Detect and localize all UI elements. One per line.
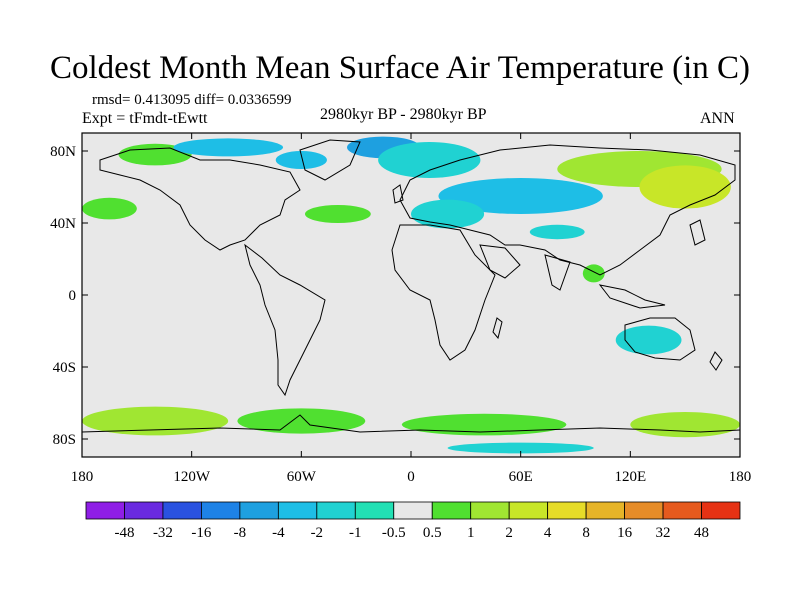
colorbar-swatch [662,501,702,520]
map-background [82,133,740,457]
coastline-antarctica [82,414,740,433]
axis-ticks [81,133,741,457]
plot-title: Coldest Month Mean Surface Air Temperatu… [50,50,750,86]
colorbar-label: -8 [234,525,247,541]
colorbar-label: 48 [694,525,709,541]
season-text: ANN [700,110,735,127]
period-text: 2980kyr BP - 2980kyr BP [320,106,487,123]
colorbar-swatch [201,501,241,520]
colorbar [85,501,741,520]
colorbar-label: -1 [349,525,362,541]
anomaly-patch [615,325,682,355]
coastlines [82,139,740,433]
colorbar-label: -16 [191,525,211,541]
coastline-india [544,254,571,291]
colorbar-swatch [277,501,318,520]
coastline-north-america [99,147,301,251]
coastline-arabia [479,244,521,279]
lon-label: 120E [614,469,646,485]
anomaly-patch [304,205,371,223]
anomaly-patch [173,138,284,157]
coastline-new-zealand [709,351,723,371]
anomaly-patch [639,165,731,209]
anomaly-patch [237,408,366,434]
lat-label: 80S [53,432,76,448]
colorbar-swatch [470,501,510,520]
colorbar-label: -2 [311,525,324,541]
colorbar-label: -0.5 [382,525,406,541]
lon-label: 60W [287,469,317,485]
experiment-text: Expt = tFmdt-tEwtt [82,110,208,127]
longitude-labels: 180 120W 60W 0 60E 120E 180 [71,469,752,485]
coastline-south-america [244,243,326,397]
colorbar-swatch [162,501,202,520]
colorbar-label: 32 [656,525,671,541]
lon-label: 60E [509,469,533,485]
colorbar-label: 8 [582,525,590,541]
lat-label: 0 [69,288,77,304]
stats-text: rmsd= 0.413095 diff= 0.0336599 [92,92,292,108]
anomaly-patch [82,406,229,436]
colorbar-labels: -48 -32 -16 -8 -4 -2 -1 -0.5 0.5 1 2 4 8 16 32 48 [114,525,709,541]
colorbar-label: 2 [505,525,513,541]
anomaly-patch [447,442,594,454]
lat-label: 40S [53,360,76,376]
colorbar-swatch [431,501,472,520]
lon-label: 180 [729,469,752,485]
colorbar-swatch [508,501,549,520]
latitude-labels: 80N 40N 0 40S 80S [50,144,76,448]
lon-label: 120W [173,469,211,485]
anomaly-patch [378,142,481,178]
colorbar-swatch [585,501,625,520]
coastline-indonesia [598,284,666,309]
coastline-australia [624,317,696,361]
colorbar-swatch [701,501,741,520]
lat-label: 40N [50,216,76,232]
anomaly-patch [630,412,740,438]
anomaly-patch [582,264,605,283]
coastline-japan [689,219,706,246]
colorbar-label: 4 [544,525,552,541]
colorbar-label: -48 [114,525,134,541]
coastline-eurasia [399,144,736,276]
coastline-madagascar [492,317,503,340]
anomaly-patch [411,199,485,229]
anomaly-patch [529,224,585,240]
colorbar-swatch [124,501,164,520]
coastline-uk [392,184,404,204]
anomaly-patch [438,178,603,214]
colorbar-swatch [354,501,395,520]
colorbar-label: 16 [617,525,633,541]
anomaly-patch [275,151,327,169]
coastline-greenland [299,139,361,181]
colorbar-swatch [239,501,279,520]
coastline-africa [391,224,496,361]
colorbar-label: -4 [272,525,285,541]
colorbar-swatch [624,501,664,520]
colorbar-swatch [85,501,125,520]
lon-label: 0 [407,469,415,485]
colorbar-label: 1 [467,525,475,541]
anomaly-patch [82,197,137,220]
colorbar-swatch [547,501,587,520]
colorbar-swatch [393,501,433,520]
colorbar-label: -32 [153,525,173,541]
lon-label: 180 [71,469,94,485]
colorbar-swatch [316,501,356,520]
lat-label: 80N [50,144,76,160]
colorbar-label: 0.5 [423,525,442,541]
